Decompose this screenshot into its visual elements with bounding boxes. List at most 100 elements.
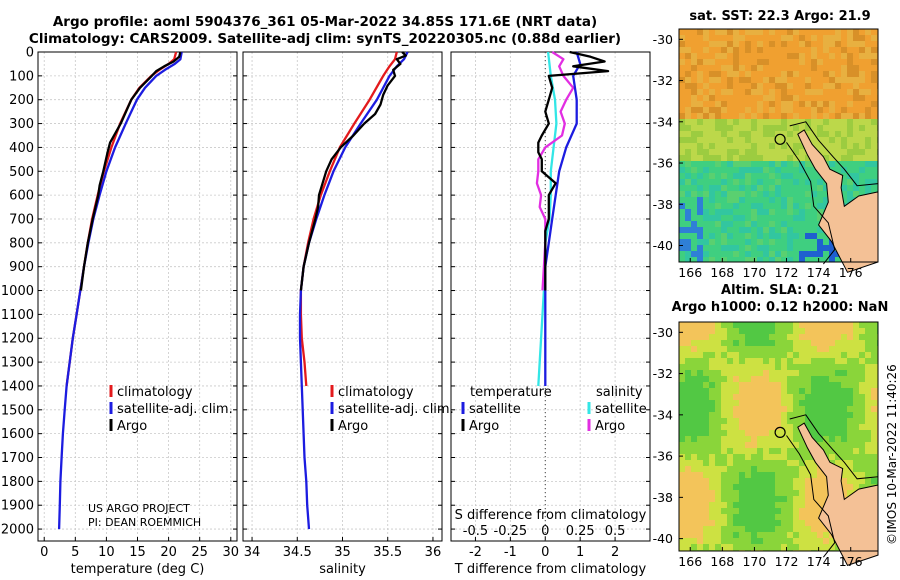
map-cell <box>817 478 824 485</box>
map-cell <box>709 472 716 479</box>
map-cell <box>715 358 722 365</box>
map-cell <box>823 490 830 497</box>
map-cell <box>793 436 800 443</box>
map-cell <box>721 490 728 497</box>
map-cell <box>679 520 686 527</box>
map-cell <box>703 538 710 545</box>
map-cell <box>679 352 686 359</box>
map-cell <box>865 322 872 329</box>
map-cell <box>757 532 764 539</box>
map-cell <box>817 137 824 144</box>
map-cell <box>853 418 860 425</box>
map-cell <box>817 185 824 192</box>
depth-contour <box>789 414 879 480</box>
map-cell <box>679 233 686 240</box>
map-cell <box>847 131 854 138</box>
map-cell <box>775 328 782 335</box>
map-cell <box>805 53 812 60</box>
map-cell <box>799 35 806 42</box>
map-cell <box>685 203 692 210</box>
map-cell <box>709 41 716 48</box>
map-cell <box>793 490 800 497</box>
map-cell <box>697 352 704 359</box>
map-cell <box>853 131 860 138</box>
map-cell <box>685 520 692 527</box>
map-cell <box>781 161 788 168</box>
map-cell <box>823 83 830 90</box>
map-cell <box>865 173 872 180</box>
map-cell <box>835 71 842 78</box>
map-cell <box>829 47 836 54</box>
map-cell <box>781 430 788 437</box>
map-cell <box>703 370 710 377</box>
map-cell <box>859 322 866 329</box>
map-cell <box>745 197 752 204</box>
map-cell <box>847 472 854 479</box>
map-cell <box>775 179 782 186</box>
map-cell <box>871 77 878 84</box>
map-cell <box>775 370 782 377</box>
map-cell <box>715 251 722 258</box>
map-cell <box>841 478 848 485</box>
map-cell <box>853 406 860 413</box>
map-cell <box>703 203 710 210</box>
lat-tick-label: -38 <box>653 197 673 212</box>
map-cell <box>793 137 800 144</box>
map-cell <box>745 173 752 180</box>
map-cell <box>853 95 860 102</box>
map-cell <box>733 29 740 36</box>
map-cell <box>805 59 812 66</box>
map-cell <box>793 125 800 132</box>
map-cell <box>811 251 818 258</box>
map-cell <box>787 71 794 78</box>
map-cell <box>715 71 722 78</box>
map-cell <box>721 89 728 96</box>
map-cell <box>859 155 866 162</box>
map-cell <box>703 113 710 120</box>
map-cell <box>691 394 698 401</box>
map-cell <box>751 322 758 329</box>
map-cell <box>835 41 842 48</box>
map-cell <box>793 322 800 329</box>
map-cell <box>721 358 728 365</box>
map-cell <box>781 496 788 503</box>
map-cell <box>751 215 758 222</box>
map-cell <box>811 484 818 491</box>
map-cell <box>697 65 704 72</box>
map-cell <box>679 478 686 485</box>
map-cell <box>859 101 866 108</box>
depth-contour <box>789 121 879 187</box>
map-cell <box>793 119 800 126</box>
map-cell <box>841 340 848 347</box>
map-cell <box>787 328 794 335</box>
map-cell <box>775 257 782 263</box>
map-cell <box>685 448 692 455</box>
map-cell <box>853 77 860 84</box>
map-cell <box>811 370 818 377</box>
map-cell <box>739 125 746 132</box>
map-cell <box>805 227 812 234</box>
map-cell <box>805 376 812 383</box>
map-cell <box>835 119 842 126</box>
map-cell <box>817 209 824 216</box>
map-cell <box>703 394 710 401</box>
map-cell <box>781 508 788 515</box>
map-cell <box>823 143 830 150</box>
map-cell <box>871 167 878 174</box>
map-cell <box>685 209 692 216</box>
map-cell <box>805 65 812 72</box>
map-cell <box>859 382 866 389</box>
map-cell <box>805 388 812 395</box>
map-cell <box>787 191 794 198</box>
map-cell <box>829 59 836 66</box>
map-cell <box>721 227 728 234</box>
map-cell <box>829 442 836 449</box>
map-cell <box>847 191 854 198</box>
map-cell <box>715 502 722 509</box>
map-cell <box>799 502 806 509</box>
map-cell <box>811 490 818 497</box>
map-cell <box>871 89 878 96</box>
map-cell <box>823 418 830 425</box>
map-cell <box>733 352 740 359</box>
map-cell <box>727 454 734 461</box>
